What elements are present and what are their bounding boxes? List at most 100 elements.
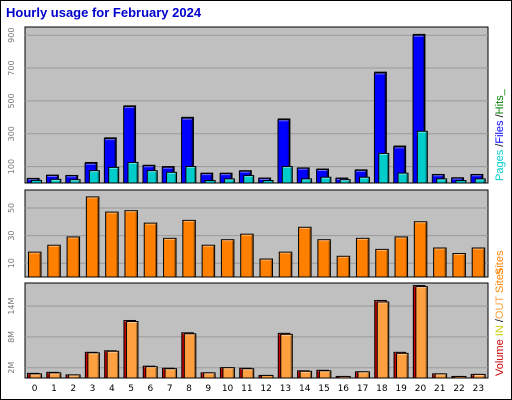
legend-item: Sites [494,250,506,275]
pages-bar [146,170,158,184]
bar-body [127,161,139,184]
out-bar [338,375,351,379]
out-bar [318,370,332,379]
legend-item: OUT [494,296,506,320]
x-tick-label: 3 [90,384,96,394]
sites-bar [452,253,466,278]
out-bar [29,373,42,379]
sites-bar [66,236,81,278]
pages-bar [281,166,293,184]
sites-bar [124,210,138,278]
legend-item: / [494,143,506,150]
bar-body [338,375,351,379]
bar-body [222,367,235,379]
legend-item: Pages [494,149,506,181]
pages-bar [416,130,428,184]
bar-body [241,368,255,379]
x-tick-label: 19 [395,384,407,394]
sites-bar [28,251,42,278]
legend-item: / [494,318,506,325]
sites-bar [220,239,235,278]
legend-item: Volume [494,339,506,376]
pages-bar [69,179,81,184]
out-bar [261,374,274,379]
y-tick-label: 700 [7,60,16,75]
sites-bar [375,248,389,278]
sites-bar [336,255,351,278]
sites-bar [240,233,254,278]
x-tick-label: 0 [32,384,38,394]
bar-body [105,211,119,278]
bar-body [48,372,62,379]
bar-body [473,373,486,379]
chart-title: Hourly usage for February 2024 [6,5,202,20]
pages-bar [223,178,235,184]
legend-item: Files [494,120,506,144]
bar-body [146,170,158,184]
y-tick-label: 10 [7,258,16,268]
out-bar [376,301,390,379]
bar-body [69,179,81,184]
bar-body [203,372,216,379]
bar-body [336,255,351,278]
x-tick-label: 22 [453,384,464,394]
bar-body [85,196,100,278]
panel-volume: 2M 8M 14M Volume IN /OUT Sites [7,268,506,379]
out-bar [48,372,62,379]
out-bar [241,368,255,379]
out-bar [183,333,197,379]
legend-item: Sites [494,268,506,293]
legend-item: / [494,113,506,120]
pages-bar [127,161,139,184]
bar-body [223,178,235,184]
bar-body [243,175,255,184]
bar-body [281,166,293,184]
bar-body [415,286,428,379]
x-tick-label: 2 [70,384,76,394]
sites-bar [471,247,486,278]
bar-body [164,368,178,379]
x-tick-label: 8 [186,384,192,394]
bar-body [317,239,331,278]
bar-body [261,374,274,379]
sites-bar [201,244,216,278]
pages-bar [474,178,486,184]
x-tick-label: 17 [357,384,368,394]
bar-body [88,170,100,184]
bar-body [358,176,370,184]
sites-bar [278,251,293,278]
y-tick-label: 100 [7,159,16,174]
bar-body [201,244,216,278]
x-tick-label: 9 [205,384,211,394]
out-bar [415,286,428,379]
pages-bar [166,171,178,184]
bar-body [240,233,254,278]
sites-bar [182,219,196,278]
sites-bar [259,258,273,278]
bar-body [278,251,293,278]
sites-bar [317,239,331,278]
sites-bar [163,237,177,278]
y-tick-label: 30 [7,230,16,240]
y-tick-label: 2M [7,362,16,374]
bar-body [259,258,273,278]
pages-bar [88,170,100,184]
pages-bar [320,176,332,184]
x-tick-label: 15 [318,384,329,394]
pages-bar [378,152,390,184]
out-bar [145,366,158,379]
pages-bar [50,178,62,184]
panel-sites: 10 30 50 Sites [7,189,506,278]
panel-legend: Volume IN /OUT Sites [494,268,506,376]
plot-area [24,282,489,379]
x-tick-label: 11 [241,384,252,394]
bar-body [50,178,62,184]
bar-body [31,179,42,184]
bar-body [29,373,42,379]
x-tick-label: 1 [51,384,57,394]
x-tick-label: 13 [280,384,291,394]
bar-body [397,172,409,184]
x-tick-label: 20 [415,384,427,394]
y-tick-label: 300 [7,126,16,141]
out-bar [396,352,409,379]
